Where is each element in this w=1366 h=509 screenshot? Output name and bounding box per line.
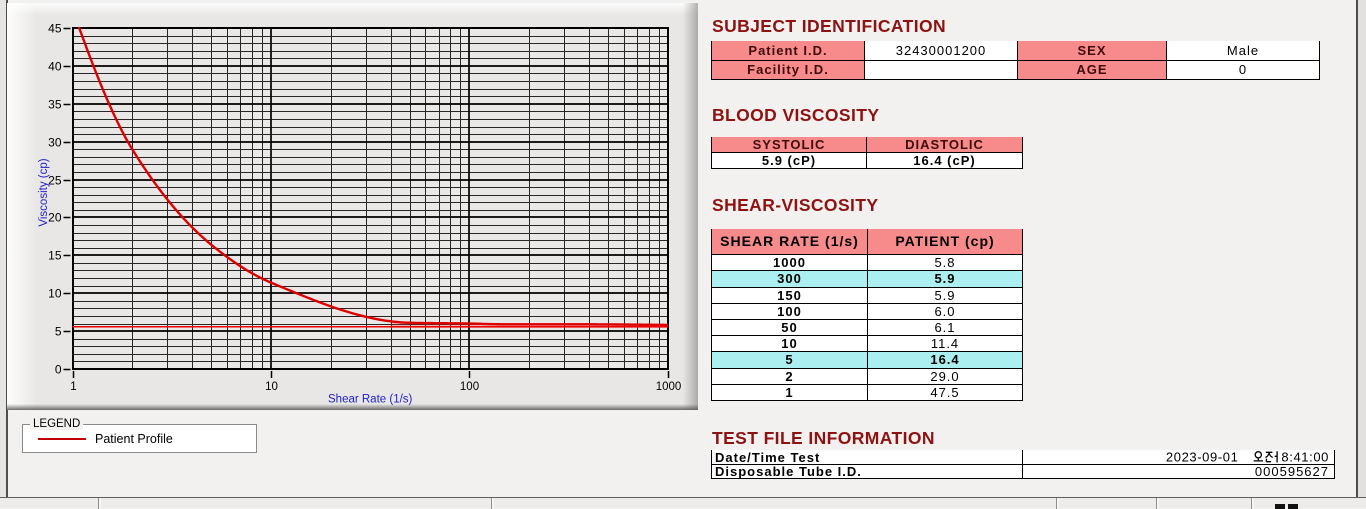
svg-text:40: 40 xyxy=(48,60,62,74)
svg-text:25: 25 xyxy=(48,174,62,188)
svg-text:20: 20 xyxy=(48,211,62,225)
svg-text:1: 1 xyxy=(70,381,76,393)
svg-text:0: 0 xyxy=(55,363,62,377)
svg-text:Viscosity (cp): Viscosity (cp) xyxy=(38,158,50,226)
svg-text:10: 10 xyxy=(265,381,278,393)
svg-text:1000: 1000 xyxy=(656,381,682,393)
svg-text:10: 10 xyxy=(48,287,62,301)
svg-text:Shear Rate (1/s): Shear Rate (1/s) xyxy=(328,394,413,406)
svg-text:30: 30 xyxy=(48,136,62,150)
svg-text:5: 5 xyxy=(55,325,62,339)
svg-text:15: 15 xyxy=(48,249,62,263)
svg-text:45: 45 xyxy=(48,22,62,36)
svg-text:35: 35 xyxy=(48,98,62,112)
svg-text:100: 100 xyxy=(460,381,479,393)
